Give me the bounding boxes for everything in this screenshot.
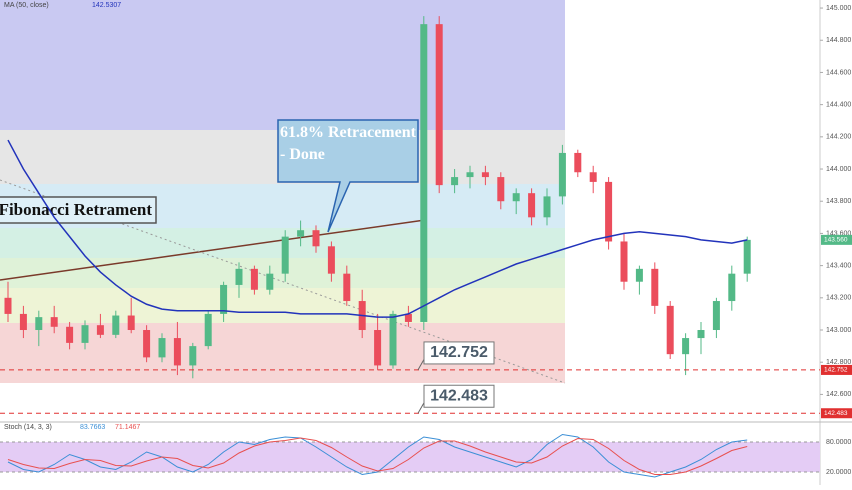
candle-body — [250, 268, 258, 290]
candle-body — [682, 338, 690, 355]
candle-body — [481, 172, 489, 178]
candle-body — [127, 315, 135, 331]
indicator-name: MA (50, close) — [4, 2, 49, 9]
y-tick-label: 144.200 — [826, 134, 851, 141]
candle-body — [574, 152, 582, 173]
candle-body — [81, 325, 89, 343]
y-tick-label: 142.800 — [826, 359, 851, 366]
y-tick-label: 143.000 — [826, 327, 851, 334]
level-tag — [821, 408, 852, 419]
candle-body — [266, 273, 274, 290]
candle-body — [189, 346, 197, 366]
candle-body — [620, 241, 628, 282]
candle-body — [35, 317, 43, 331]
candle-body — [374, 330, 382, 366]
candle-body — [220, 284, 228, 314]
candle-body — [4, 297, 12, 314]
fib-band — [0, 0, 565, 130]
stoch-d-value: 71.1467 — [115, 424, 140, 431]
candle-body — [635, 268, 643, 282]
candle-body — [50, 317, 58, 327]
candle-body — [235, 268, 243, 285]
annotation: Fibonacci Retrament — [0, 200, 152, 219]
stoch-d-line — [7, 437, 748, 475]
candle-body — [497, 177, 505, 202]
candle-body — [697, 330, 705, 339]
stoch-name: Stoch (14, 3, 3) — [4, 424, 52, 431]
candle-body — [343, 273, 351, 302]
label-box — [0, 196, 157, 224]
candle-body — [204, 313, 212, 347]
trend-line — [0, 219, 426, 281]
callout — [277, 119, 419, 233]
level-label: 142.752 — [430, 344, 488, 361]
candle-body — [404, 313, 412, 322]
y-tick-label: 144.600 — [826, 69, 851, 76]
fib-band — [0, 288, 565, 323]
y-tick-label: 143.200 — [826, 295, 851, 302]
candle-body — [512, 193, 520, 202]
candle-body — [158, 338, 166, 358]
stoch-k-line — [7, 433, 748, 478]
level-label: 142.483 — [430, 387, 488, 404]
indicator-value: 142.5307 — [92, 2, 121, 9]
candle-body — [466, 172, 474, 178]
level-box — [423, 341, 495, 365]
level-box — [423, 384, 495, 408]
candle-body — [297, 230, 305, 237]
candle-body — [112, 315, 120, 335]
candle-body — [389, 313, 397, 366]
candle-body — [712, 301, 720, 331]
candle-body — [281, 236, 289, 274]
last-price-tag — [821, 234, 852, 245]
y-tick-label: 143.600 — [826, 230, 851, 237]
y-tick-label: 144.800 — [826, 37, 851, 44]
candle-body — [651, 268, 659, 306]
candle-body — [728, 273, 736, 302]
candle-body — [327, 246, 335, 274]
candle-body — [743, 239, 751, 274]
y-tick-label: 145.000 — [826, 5, 851, 12]
candle-body — [173, 338, 181, 366]
stoch-k-value: 83.7663 — [80, 424, 105, 431]
candle-body — [605, 181, 613, 242]
stoch-band — [0, 442, 820, 472]
level-tag-label: 142.752 — [824, 367, 848, 374]
last-price-label: 143.560 — [824, 237, 848, 244]
ma-line — [7, 139, 748, 318]
y-tick-label: 80.0000 — [826, 439, 851, 446]
candle-body — [96, 325, 104, 335]
y-tick-label: 20.0000 — [826, 469, 851, 476]
callout-text: 61.8% Retracement - Done — [280, 124, 416, 163]
candle-body — [143, 330, 151, 358]
candle-body — [420, 24, 428, 322]
candle-body — [666, 305, 674, 355]
candle-body — [312, 230, 320, 247]
level-tag-label: 142.483 — [824, 410, 848, 417]
y-tick-label: 143.400 — [826, 262, 851, 269]
y-tick-label: 144.400 — [826, 101, 851, 108]
candle-body — [19, 313, 27, 331]
candle-body — [451, 177, 459, 186]
y-tick-label: 144.000 — [826, 166, 851, 173]
candle-body — [528, 193, 536, 218]
candle-body — [543, 196, 551, 218]
callout-box: 61.8% Retracement - Done — [280, 124, 416, 163]
candle-body — [435, 24, 443, 186]
candle-body — [66, 326, 74, 343]
candle-body — [558, 152, 566, 197]
level-tag — [821, 364, 852, 375]
y-tick-label: 143.800 — [826, 198, 851, 205]
candle-body — [589, 172, 597, 182]
y-tick-label: 142.600 — [826, 391, 851, 398]
